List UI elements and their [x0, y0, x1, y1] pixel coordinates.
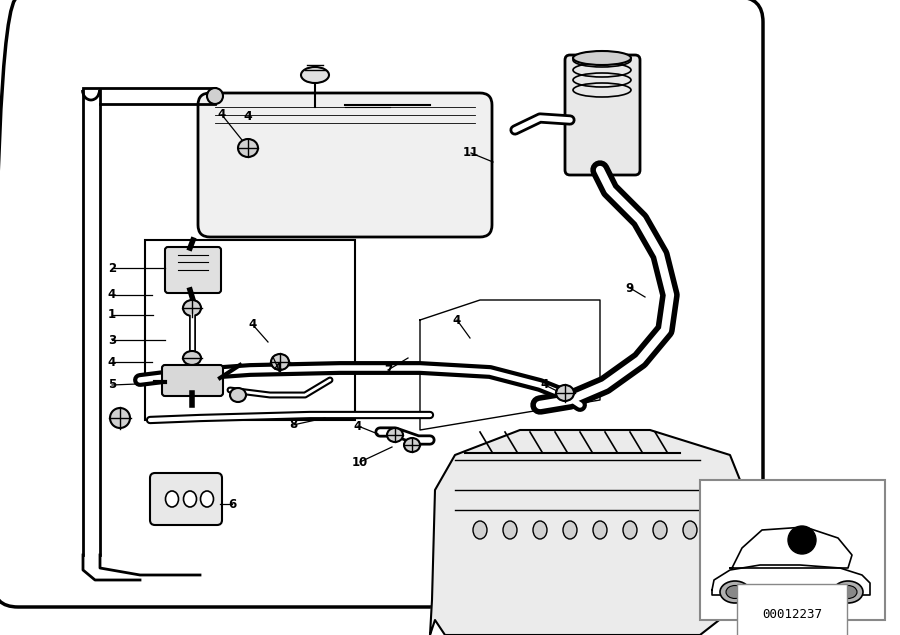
- FancyBboxPatch shape: [565, 55, 640, 175]
- Ellipse shape: [183, 300, 201, 316]
- Ellipse shape: [833, 581, 863, 603]
- Text: 4: 4: [249, 319, 257, 331]
- Ellipse shape: [839, 585, 857, 599]
- Text: 4: 4: [244, 110, 252, 123]
- Text: 4: 4: [218, 109, 226, 121]
- Ellipse shape: [593, 521, 607, 539]
- Ellipse shape: [573, 51, 631, 65]
- Ellipse shape: [404, 438, 420, 452]
- Text: 9: 9: [626, 281, 634, 295]
- Ellipse shape: [387, 428, 403, 442]
- Text: 6: 6: [228, 497, 236, 511]
- Ellipse shape: [238, 139, 258, 157]
- Ellipse shape: [653, 521, 667, 539]
- Text: 4: 4: [453, 314, 461, 326]
- Ellipse shape: [473, 521, 487, 539]
- Circle shape: [788, 526, 816, 554]
- FancyBboxPatch shape: [198, 93, 492, 237]
- Text: 2: 2: [108, 262, 116, 274]
- Ellipse shape: [183, 351, 201, 365]
- Ellipse shape: [166, 491, 178, 507]
- Ellipse shape: [110, 408, 130, 428]
- Text: 10: 10: [352, 455, 368, 469]
- Text: 4: 4: [354, 420, 362, 432]
- Ellipse shape: [201, 491, 213, 507]
- Polygon shape: [712, 565, 870, 595]
- Text: 5: 5: [108, 378, 116, 392]
- Text: 7: 7: [384, 363, 392, 377]
- Polygon shape: [730, 527, 852, 568]
- Ellipse shape: [623, 521, 637, 539]
- Polygon shape: [420, 300, 600, 430]
- Ellipse shape: [207, 88, 223, 104]
- Text: 4: 4: [274, 361, 282, 375]
- Ellipse shape: [726, 585, 744, 599]
- Text: 1: 1: [108, 309, 116, 321]
- Text: 11: 11: [463, 147, 479, 159]
- FancyBboxPatch shape: [162, 365, 223, 396]
- FancyBboxPatch shape: [150, 473, 222, 525]
- Bar: [145, 240, 355, 420]
- Text: 00012237: 00012237: [762, 608, 822, 622]
- Ellipse shape: [556, 385, 574, 401]
- Ellipse shape: [720, 581, 750, 603]
- Ellipse shape: [230, 388, 246, 402]
- Text: 8: 8: [289, 418, 297, 432]
- Ellipse shape: [301, 67, 329, 83]
- FancyBboxPatch shape: [165, 247, 221, 293]
- Ellipse shape: [271, 354, 289, 370]
- Text: 3: 3: [108, 333, 116, 347]
- Ellipse shape: [563, 521, 577, 539]
- Ellipse shape: [184, 491, 196, 507]
- Ellipse shape: [503, 521, 517, 539]
- Polygon shape: [430, 430, 740, 635]
- Ellipse shape: [683, 521, 697, 539]
- Text: 4: 4: [108, 288, 116, 302]
- Text: 4: 4: [541, 378, 549, 392]
- Bar: [700, 480, 885, 620]
- Ellipse shape: [533, 521, 547, 539]
- Text: 4: 4: [108, 356, 116, 368]
